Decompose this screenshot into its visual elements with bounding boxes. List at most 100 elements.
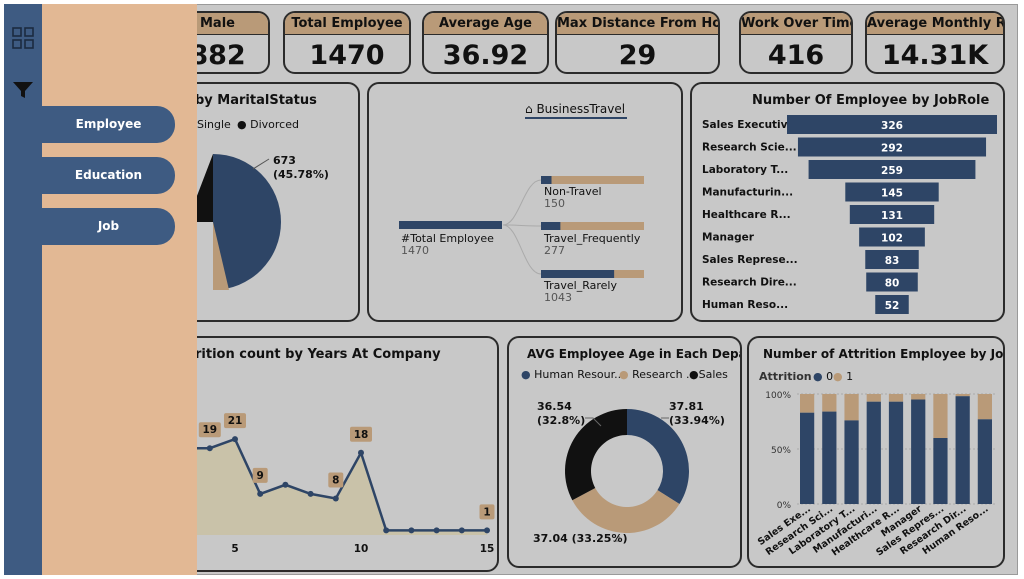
nav-button-employee[interactable]: Employee [42,106,175,143]
jobrole-funnel-visual[interactable]: Number Of Employee by JobRole Sales Exec… [690,82,1005,322]
attrition-jobrole-visual[interactable]: Number of Attrition Employee by JobRole … [747,336,1005,568]
tree-node-bar[interactable] [541,176,552,184]
bar-segment-attrition-1[interactable] [888,394,904,402]
data-point[interactable] [458,527,465,534]
legend-item-1: ● 1 [833,370,854,383]
bar-segment-attrition-0[interactable] [955,396,970,504]
kpi-title: Total Employee [285,13,409,35]
avg-age-department-visual[interactable]: AVG Employee Age in Each Department ● Hu… [507,336,742,568]
data-point[interactable] [257,490,264,497]
stacked-bar-chart: 100%50%0%Sales Exe...Research Sci...Labo… [756,391,997,558]
data-label: 9 [257,470,264,482]
bar-segment-attrition-1[interactable] [800,394,815,413]
data-point[interactable] [282,481,289,488]
funnel-value-label: 102 [881,233,903,245]
x-tick-label: 10 [354,543,369,555]
bar-segment-attrition-0[interactable] [888,401,904,504]
data-point[interactable] [332,495,339,502]
bar-segment-attrition-0[interactable] [933,438,948,504]
bar-segment-attrition-0[interactable] [866,401,881,504]
funnel-category-label: Laboratory T... [702,164,788,176]
funnel-bar[interactable] [808,160,976,179]
decomposition-tree-visual[interactable]: ⌂ BusinessTravel #Total Employee 1470 No… [367,82,683,322]
attrition-years-visual[interactable]: rition count by Years At Company 19 21 9 8 1… [155,336,499,572]
funnel-bar[interactable] [866,272,918,292]
donut-slice[interactable] [627,409,689,505]
data-label: 18 [354,429,369,441]
data-label-bg [252,467,268,483]
nav-button-job[interactable]: Job [42,208,175,245]
tree-root-value: 1470 [401,244,429,257]
grid-icon[interactable] [12,27,34,49]
funnel-value-label: 326 [881,120,903,132]
kpi-max-distance-card: Max Distance From Home 29 [555,11,720,74]
donut-label-sales: 36.54 (32.8%) [537,400,586,427]
report-canvas: Male 882 Total Employee 1470 Average Age… [4,4,1018,575]
legend-label: Human Resour... [534,368,625,381]
bar-segment-attrition-0[interactable] [822,411,837,504]
y-tick-label: 100% [765,391,791,401]
data-point[interactable] [232,436,238,443]
tree-node-bar-bg[interactable] [541,176,644,184]
data-point[interactable] [307,490,314,497]
tree-field-header: ⌂ BusinessTravel [525,102,627,119]
kpi-title: Average Monthly Rate [867,13,1003,35]
legend-label: Divorced [250,118,299,131]
pie-slice-single[interactable] [213,222,229,290]
funnel-bar[interactable] [865,250,919,269]
kpi-total-employee-card: Total Employee 1470 [283,11,411,74]
bar-segment-attrition-1[interactable] [844,394,859,421]
bar-segment-attrition-1[interactable] [822,394,837,412]
bar-segment-attrition-0[interactable] [977,419,992,504]
data-point[interactable] [433,527,440,534]
legend-item-research: ● Research ... [619,368,697,381]
funnel-bar[interactable] [875,295,909,314]
kpi-value: 29 [618,40,657,71]
donut-slice[interactable] [565,409,627,501]
filter-icon[interactable] [13,82,33,98]
funnel-bar[interactable] [859,227,925,247]
data-label: 1 [483,506,490,518]
funnel-bar[interactable] [797,137,987,157]
donut-slice[interactable] [572,487,680,533]
funnel-chart: Sales Executive 326 Research Scie... 292 Lab… [702,115,997,314]
funnel-bar[interactable] [849,205,935,224]
tree-link [502,224,542,227]
data-point[interactable] [408,527,415,534]
tree-root-label: #Total Employee [401,232,494,245]
marital-pie [187,154,281,290]
x-tick-label: 15 [480,543,495,555]
legend-item-divorced: ● Divorced [237,118,299,131]
funnel-bar[interactable] [845,182,939,202]
tree-node-bar[interactable] [541,270,615,278]
bar-segment-attrition-0[interactable] [800,412,815,504]
funnel-category-label: Manufacturin... [702,187,793,199]
bar-segment-attrition-1[interactable] [911,394,926,400]
leader-line [613,536,620,542]
data-point[interactable] [484,527,490,534]
bar-segment-attrition-1[interactable] [866,394,881,402]
bar-segment-attrition-1[interactable] [955,394,970,397]
kpi-value: 1470 [309,40,385,71]
tree-node-label: Non-Travel [544,185,602,198]
data-point[interactable] [358,449,364,456]
funnel-value-label: 145 [881,188,903,200]
pie-slice-married[interactable] [213,154,281,290]
tree-node-bar-bg[interactable] [541,222,644,230]
visual-title: Number Of Employee by JobRole [752,93,990,108]
data-point[interactable] [206,445,213,452]
funnel-value-label: 80 [885,278,900,290]
bar-segment-attrition-1[interactable] [977,394,992,420]
bar-segment-attrition-1[interactable] [933,394,948,438]
funnel-value-label: 83 [885,255,900,267]
nav-button-education[interactable]: Education [42,157,175,194]
kpi-value: 14.31K [881,40,989,71]
bar-segment-attrition-0[interactable] [911,399,926,505]
tree-node-bar[interactable] [541,222,561,230]
tree-root-bar[interactable] [399,221,502,229]
data-point[interactable] [383,527,390,534]
bar-segment-attrition-0[interactable] [844,420,859,504]
funnel-bar[interactable] [787,115,997,134]
donut-label-research: 37.81 (33.94%) [669,400,725,427]
